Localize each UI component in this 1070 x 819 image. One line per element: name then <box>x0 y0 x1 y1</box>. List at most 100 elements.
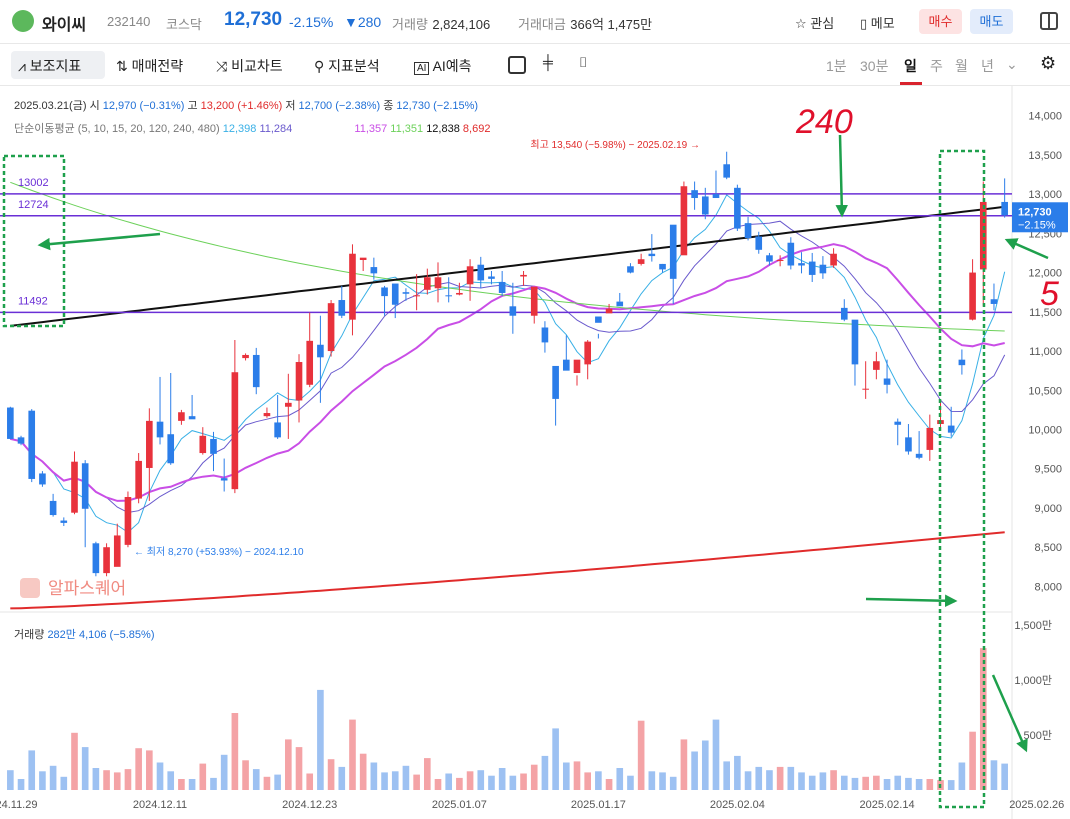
volume-legend-label: 거래량 <box>14 629 45 641</box>
volume-label: 거래량 <box>392 17 428 32</box>
candle-body <box>573 359 581 374</box>
volume-bar <box>926 779 934 790</box>
watch-button[interactable]: ☆ 관심 <box>795 13 834 32</box>
sell-button[interactable]: 매도 <box>970 9 1013 34</box>
indicators-button-bg <box>11 51 105 79</box>
volume-bar <box>766 770 773 790</box>
candle-body <box>680 186 688 256</box>
volume-bar <box>873 775 880 790</box>
volume-bar <box>701 740 709 790</box>
volume-bar <box>905 777 912 790</box>
strategy-button[interactable]: ⇅ 매매전략 <box>116 56 183 76</box>
candle-body <box>81 463 89 509</box>
close-value: 12,730 (−2.15%) <box>396 100 479 112</box>
price-tag <box>1012 202 1068 233</box>
candle-body <box>477 264 485 281</box>
volume-bar <box>49 765 57 790</box>
memo-icon: ▯ <box>860 16 868 31</box>
volume-bar <box>285 739 292 790</box>
buy-button[interactable]: 매수 <box>919 9 962 34</box>
stock-chart[interactable]: 14,00013,50013,00012,50012,00011,50011,0… <box>0 86 1070 819</box>
candle-body <box>488 276 495 279</box>
y-tick-label: 13,500 <box>1028 150 1062 162</box>
candle-body <box>958 359 966 366</box>
volume-bar <box>530 764 538 790</box>
candle-body <box>520 274 527 277</box>
settings-gear-icon[interactable]: ⚙ <box>1040 53 1057 73</box>
analysis-button[interactable]: ⚲ 지표분석 <box>314 56 380 76</box>
candle-body <box>434 277 442 289</box>
compare-button[interactable]: ⤨ 비교차트 <box>216 56 283 76</box>
low-annotation: ← 최저 8,270 (+53.93%) − 2024.12.10 <box>134 546 304 558</box>
candle-body <box>498 281 506 293</box>
candle-body <box>819 264 827 274</box>
x-tick-label: 2025.02.04 <box>710 799 765 811</box>
candle-body <box>456 292 463 295</box>
volume-bar <box>776 766 784 790</box>
period-week[interactable]: 주 <box>930 58 943 74</box>
candle-body <box>445 295 453 297</box>
volume-bar <box>830 770 837 790</box>
period-more-chevron-down-icon[interactable]: ⌄ <box>1006 56 1018 72</box>
candle-type-icon[interactable]: ╪ <box>543 54 553 70</box>
volume-tick-label: 1,000만 <box>1014 674 1052 687</box>
x-tick-label: 2024.12.11 <box>133 799 187 811</box>
panel-toggle-icon[interactable] <box>1040 12 1058 30</box>
camera-icon[interactable]: ⌷ <box>579 54 588 70</box>
volume-bar <box>669 776 677 790</box>
volume-bar <box>402 765 410 790</box>
candle-body <box>894 421 902 425</box>
candle-body <box>402 292 410 294</box>
memo-button[interactable]: ▯ 메모 <box>860 13 895 32</box>
chart-background <box>0 86 1070 819</box>
volume-bar <box>637 720 645 790</box>
active-period-underline <box>900 82 922 85</box>
ma480-line <box>10 531 1005 610</box>
volume-bar <box>648 771 656 790</box>
candle-body <box>113 535 121 567</box>
candle-body <box>49 500 57 516</box>
candle-body <box>338 300 346 316</box>
volume-bar <box>423 758 431 790</box>
annotation-box-right <box>938 149 986 809</box>
ma10-line <box>10 220 1006 514</box>
candle-body <box>552 365 559 399</box>
candle-body <box>306 340 314 385</box>
ai-chip-icon: AI <box>414 62 430 75</box>
ai-button[interactable]: AI AI예측 <box>414 56 472 76</box>
period-30min[interactable]: 30분 <box>860 58 889 74</box>
candle-body <box>659 263 666 270</box>
memo-label: 메모 <box>870 16 895 31</box>
candle-body <box>530 286 538 316</box>
candle-body <box>413 295 420 297</box>
volume-legend: 거래량 282만 4,106 (−5.85%) <box>14 626 155 642</box>
period-year[interactable]: 년 <box>981 58 994 74</box>
change-percent: -2.15% <box>289 14 334 30</box>
volume-bar <box>327 759 335 790</box>
indicators-button[interactable]: ⩘ 보조지표 <box>18 56 81 76</box>
y-tick-label: 12,000 <box>1028 268 1062 280</box>
volume-bar <box>456 777 463 790</box>
change-amount: ▼280 <box>344 14 382 30</box>
candle-body <box>466 266 474 285</box>
volume-bar <box>17 779 25 790</box>
volume-bar <box>691 751 698 790</box>
candle-body <box>541 327 549 343</box>
period-month[interactable]: 월 <box>955 58 968 74</box>
period-1min[interactable]: 1분 <box>826 58 847 74</box>
annotation-arrow <box>1004 238 1049 260</box>
candle-body <box>873 361 880 370</box>
square-tool-icon[interactable] <box>508 56 526 74</box>
period-day[interactable]: 일 <box>904 58 917 74</box>
volume-bar <box>712 719 720 790</box>
candle-body <box>28 410 36 479</box>
volume-bar <box>541 755 549 790</box>
volume-bar <box>28 750 36 790</box>
ma-legend: 단순이동평균 (5, 10, 15, 20, 120, 240, 480) 12… <box>14 120 490 136</box>
volume-bar <box>359 753 367 790</box>
candle-body <box>188 416 196 420</box>
strategy-label: 매매전략 <box>131 58 184 74</box>
volume-tick-label: 1,500만 <box>1014 619 1052 632</box>
volume-bar <box>188 779 196 790</box>
volume-bar <box>552 728 559 790</box>
